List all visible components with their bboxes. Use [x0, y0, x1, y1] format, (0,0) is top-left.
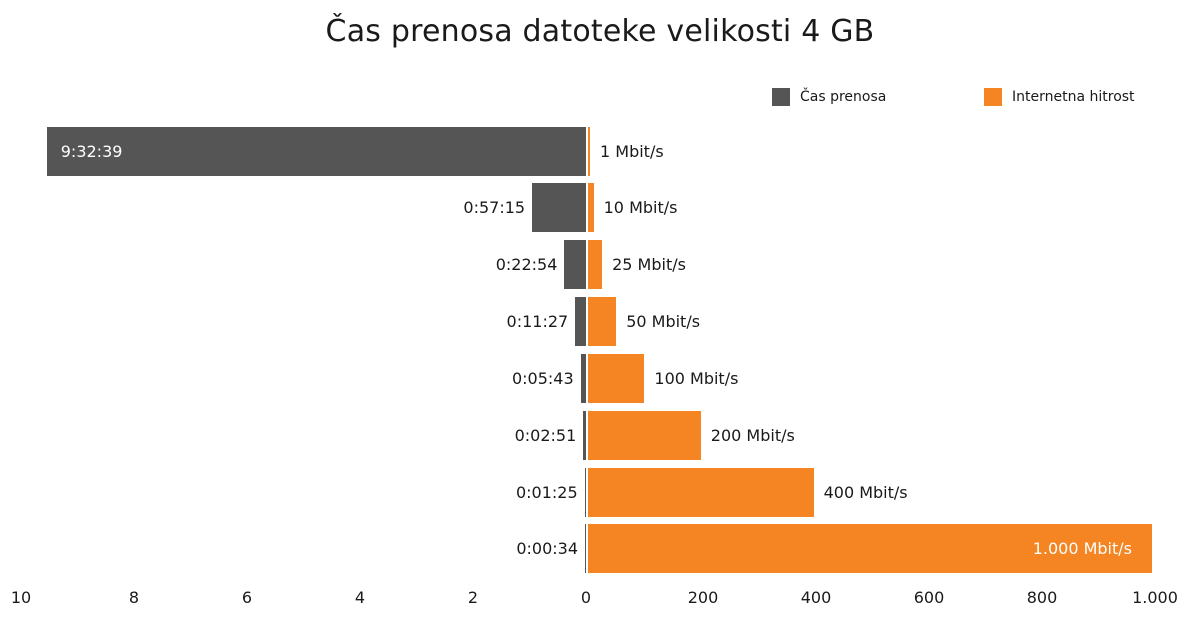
legend-item-time: Čas prenosa	[772, 88, 886, 106]
left-axis-tick: 4	[354, 588, 366, 607]
right-axis-tick: 800	[1026, 588, 1058, 607]
time-label: 0:01:25	[515, 483, 578, 502]
left-axis-tick: 8	[128, 588, 140, 607]
left-axis-tick: 10	[10, 588, 32, 607]
speed-bar	[588, 297, 617, 346]
speed-label: 1 Mbit/s	[600, 142, 664, 161]
speed-label: 50 Mbit/s	[626, 312, 701, 331]
time-label: 0:22:54	[495, 255, 558, 274]
legend-label-speed: Internetna hitrost	[1012, 89, 1135, 105]
time-label: 9:32:39	[60, 142, 123, 161]
legend-swatch-time	[772, 88, 790, 106]
right-axis-tick: 1.000	[1132, 588, 1178, 607]
time-bar	[46, 127, 586, 176]
time-label: 0:05:43	[511, 369, 574, 388]
speed-label: 25 Mbit/s	[612, 255, 686, 274]
right-axis-tick: 600	[913, 588, 945, 607]
time-bar	[564, 240, 586, 289]
speed-bar	[588, 468, 814, 517]
time-label: 0:02:51	[514, 426, 577, 445]
speed-bar	[588, 183, 594, 232]
time-bar	[532, 183, 586, 232]
speed-bar	[588, 240, 603, 289]
speed-bar	[588, 127, 590, 176]
speed-label: 200 Mbit/s	[710, 426, 795, 445]
time-bar	[585, 524, 586, 573]
left-axis-tick: 2	[467, 588, 479, 607]
chart-title: Čas prenosa datoteke velikosti 4 GB	[325, 14, 875, 49]
time-label: 0:57:15	[463, 198, 526, 217]
legend-item-speed: Internetna hitrost	[984, 88, 1135, 106]
speed-bar	[588, 524, 1152, 573]
speed-bar	[588, 354, 645, 403]
time-bar	[583, 411, 586, 460]
left-axis-tick: 6	[241, 588, 253, 607]
speed-label: 1.000 Mbit/s	[1032, 539, 1132, 558]
speed-label: 10 Mbit/s	[603, 198, 678, 217]
time-label: 0:11:27	[506, 312, 569, 331]
legend-swatch-speed	[984, 88, 1002, 106]
time-bar	[575, 297, 586, 346]
left-axis-tick: 0	[580, 588, 592, 607]
time-label: 0:00:34	[516, 539, 578, 558]
speed-label: 400 Mbit/s	[823, 483, 908, 502]
speed-label: 100 Mbit/s	[654, 369, 739, 388]
time-bar	[580, 354, 586, 403]
speed-bar	[588, 411, 701, 460]
right-axis-tick: 200	[687, 588, 719, 607]
right-axis-tick: 400	[800, 588, 832, 607]
time-bar	[584, 468, 586, 517]
legend-label-time: Čas prenosa	[800, 89, 887, 105]
